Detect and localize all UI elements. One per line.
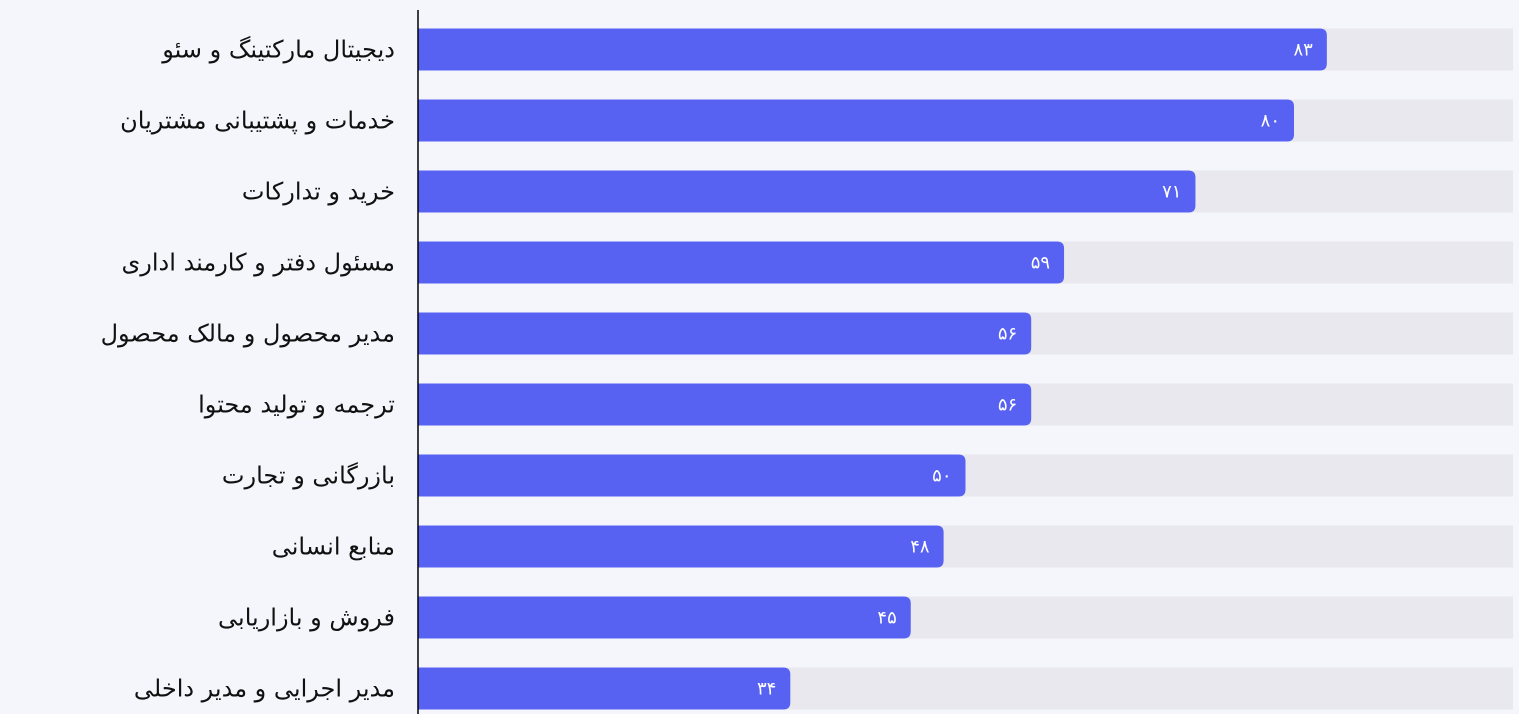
category-label: مسئول دفتر و کارمند اداری [121,249,395,277]
category-label: مدیر محصول و مالک محصول [101,320,395,348]
bar [418,667,791,710]
category-labels: دیجیتال مارکتینگ و سئو خدمات و پشتیبانی م… [101,36,395,703]
data-label: ۴۵ [877,608,896,629]
data-label: ۴۸ [910,537,930,558]
data-label: ۸۰ [1261,111,1280,132]
bar [418,312,1032,355]
bar [418,383,1032,426]
bar [418,170,1196,213]
bar [418,99,1294,142]
data-label: ۸۳ [1294,40,1314,61]
data-label: ۳۴ [757,679,776,700]
category-label: بازرگانی و تجارت [222,462,395,490]
data-label: ۵۶ [998,395,1017,416]
value-labels: ۸۳ ۸۰ ۷۱ ۵۹ ۵۶ ۵۶ ۵۰ ۴۸ ۴۵ ۳۴ [757,40,1313,700]
bar [418,241,1065,284]
data-label: ۵۹ [1031,253,1050,274]
data-label: ۵۶ [998,324,1017,345]
data-label: ۷۱ [1162,182,1181,203]
category-label: ترجمه و تولید محتوا [198,391,395,419]
bar [418,454,966,497]
category-label: مدیر اجرایی و مدیر داخلی [134,675,395,703]
category-label: خدمات و پشتیبانی مشتریان [120,107,395,135]
bar [418,596,911,639]
bar [418,525,944,568]
category-label: منابع انسانی [272,533,395,561]
category-label: دیجیتال مارکتینگ و سئو [161,36,395,64]
data-label: ۵۰ [932,466,951,487]
bars [418,28,1327,710]
category-label: خرید و تدارکات [242,178,395,206]
category-label: فروش و بازاریابی [218,604,395,632]
bar [418,28,1327,71]
